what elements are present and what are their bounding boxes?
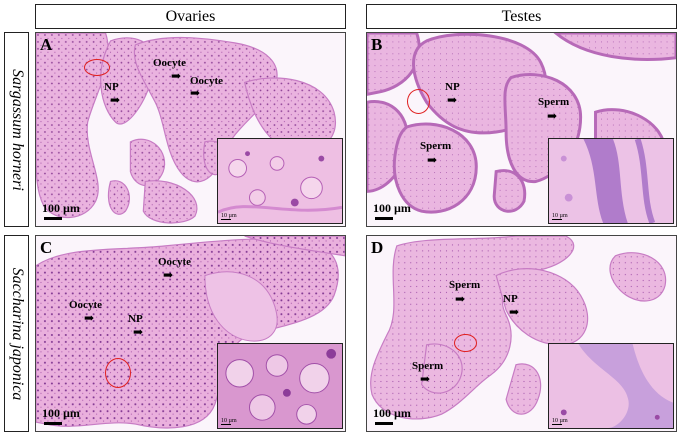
- row-header-sargassum-label: Sargassum horneri: [8, 68, 26, 191]
- arrow-icon: ➡: [427, 153, 438, 167]
- inset-scale-bar: 10 µm: [552, 417, 568, 425]
- column-header-testes-label: Testes: [501, 7, 542, 25]
- panel-b: B NP ➡ Sperm ➡ Sperm ➡ 100 µm 10 µm: [366, 32, 677, 227]
- row-header-sargassum: Sargassum horneri: [4, 32, 29, 227]
- arrow-icon: ➡: [110, 93, 121, 107]
- panel-d-inset: 10 µm: [548, 343, 674, 429]
- inset-scale-label: 10 µm: [221, 417, 237, 424]
- inset-scale-label: 10 µm: [552, 417, 568, 424]
- annotation-sperm-2: Sperm: [420, 140, 451, 152]
- inset-image: [549, 139, 673, 223]
- arrow-icon: ➡: [547, 109, 558, 123]
- arrow-icon: ➡: [190, 86, 201, 100]
- annotation-sperm-label: Sperm: [449, 279, 481, 291]
- column-header-testes: Testes: [366, 4, 677, 29]
- highlight-circle: [84, 59, 110, 76]
- panel-d: D Sperm ➡ NP ➡ Sperm ➡ 100 µm 10 µm: [366, 235, 677, 432]
- inset-image: [218, 139, 342, 223]
- arrow-icon: ➡: [447, 93, 458, 107]
- annotation-sperm-2-label: Sperm: [420, 140, 452, 152]
- annotation-sperm-2-label: Sperm: [412, 360, 444, 372]
- panel-a-tissue: [36, 33, 337, 224]
- annotation-oocyte: Oocyte: [158, 256, 191, 268]
- annotation-oocyte-2-label: Oocyte: [190, 75, 223, 87]
- panel-c: C Oocyte ➡ Oocyte ➡ NP ➡ 100 µm 10 µm: [35, 235, 346, 432]
- annotation-oocyte-label: Oocyte: [158, 256, 191, 268]
- panel-c-inset: 10 µm: [217, 343, 343, 429]
- annotation-np: NP: [104, 81, 119, 93]
- annotation-np: NP: [503, 293, 518, 305]
- panel-d-tissue: [370, 236, 667, 420]
- annotation-oocyte-2: Oocyte: [190, 75, 223, 87]
- highlight-circle: [407, 89, 430, 114]
- arrow-icon: ➡: [420, 372, 431, 386]
- annotation-np-label: NP: [445, 81, 460, 93]
- panel-a-label: A: [40, 35, 53, 54]
- arrow-icon: ➡: [163, 268, 174, 282]
- inset-image: [549, 344, 673, 428]
- scale-bar: 100 µm: [373, 406, 411, 425]
- arrow-icon: ➡: [171, 69, 182, 83]
- scale-bar-label: 100 µm: [373, 406, 411, 420]
- inset-scale-bar: 10 µm: [552, 212, 568, 220]
- annotation-np-label: NP: [128, 313, 143, 325]
- panel-d-label: D: [371, 238, 384, 257]
- panel-b-label: B: [371, 35, 383, 54]
- panel-a: A Oocyte ➡ Oocyte ➡ NP ➡ 100 µm 10 µm: [35, 32, 346, 227]
- row-header-saccharina: Saccharina japonica: [4, 235, 29, 432]
- annotation-np-label: NP: [503, 293, 518, 305]
- annotation-np: NP: [128, 313, 143, 325]
- annotation-sperm: Sperm: [449, 279, 480, 291]
- annotation-oocyte-2-label: Oocyte: [69, 299, 102, 311]
- scale-bar-label: 100 µm: [42, 406, 80, 420]
- inset-scale-label: 10 µm: [221, 212, 237, 219]
- inset-image: [218, 344, 342, 428]
- panel-c-label: C: [40, 238, 53, 257]
- column-header-ovaries-label: Ovaries: [165, 7, 216, 25]
- annotation-sperm: Sperm: [538, 96, 569, 108]
- row-header-saccharina-label: Saccharina japonica: [8, 267, 26, 400]
- annotation-np: NP: [445, 81, 460, 93]
- panel-b-inset: 10 µm: [548, 138, 674, 224]
- scale-bar-label: 100 µm: [373, 201, 411, 215]
- column-header-ovaries: Ovaries: [35, 4, 346, 29]
- inset-scale-bar: 10 µm: [221, 212, 237, 220]
- scale-bar: 100 µm: [42, 201, 80, 220]
- scale-bar-label: 100 µm: [42, 201, 80, 215]
- arrow-icon: ➡: [455, 292, 466, 306]
- annotation-oocyte-2: Oocyte: [69, 299, 102, 311]
- highlight-circle: [454, 334, 477, 352]
- annotation-np-label: NP: [104, 81, 119, 93]
- highlight-circle: [105, 358, 131, 388]
- panel-a-inset: 10 µm: [217, 138, 343, 224]
- inset-scale-bar: 10 µm: [221, 417, 237, 425]
- annotation-sperm-2: Sperm: [412, 360, 443, 372]
- arrow-icon: ➡: [84, 311, 95, 325]
- inset-scale-label: 10 µm: [552, 212, 568, 219]
- arrow-icon: ➡: [509, 305, 520, 319]
- arrow-icon: ➡: [133, 325, 144, 339]
- annotation-sperm-label: Sperm: [538, 96, 570, 108]
- scale-bar: 100 µm: [42, 406, 80, 425]
- annotation-oocyte-label: Oocyte: [153, 57, 186, 69]
- scale-bar: 100 µm: [373, 201, 411, 220]
- annotation-oocyte: Oocyte: [153, 57, 186, 69]
